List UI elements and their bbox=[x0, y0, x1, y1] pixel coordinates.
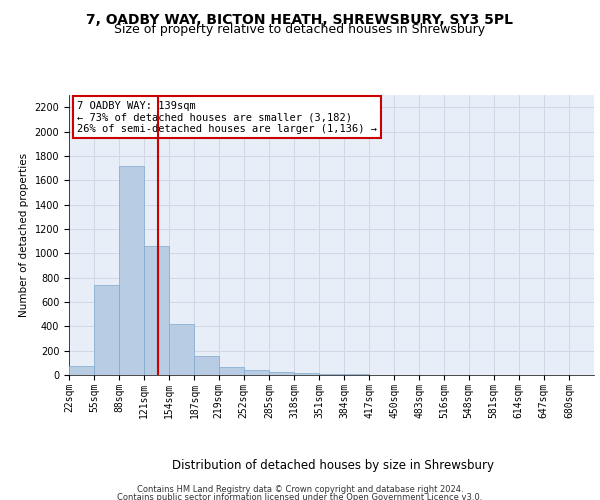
Text: Distribution of detached houses by size in Shrewsbury: Distribution of detached houses by size … bbox=[172, 460, 494, 472]
Bar bbox=[194, 356, 220, 375]
Text: 7, OADBY WAY, BICTON HEATH, SHREWSBURY, SY3 5PL: 7, OADBY WAY, BICTON HEATH, SHREWSBURY, … bbox=[86, 12, 514, 26]
Text: Contains public sector information licensed under the Open Government Licence v3: Contains public sector information licen… bbox=[118, 492, 482, 500]
Text: Contains HM Land Registry data © Crown copyright and database right 2024.: Contains HM Land Registry data © Crown c… bbox=[137, 485, 463, 494]
Y-axis label: Number of detached properties: Number of detached properties bbox=[19, 153, 29, 317]
Bar bbox=[119, 166, 144, 375]
Bar bbox=[218, 367, 244, 375]
Bar bbox=[294, 373, 319, 375]
Text: 7 OADBY WAY: 139sqm
← 73% of detached houses are smaller (3,182)
26% of semi-det: 7 OADBY WAY: 139sqm ← 73% of detached ho… bbox=[77, 100, 377, 134]
Bar bbox=[319, 374, 344, 375]
Bar bbox=[169, 324, 194, 375]
Bar bbox=[244, 370, 269, 375]
Text: Size of property relative to detached houses in Shrewsbury: Size of property relative to detached ho… bbox=[115, 22, 485, 36]
Bar bbox=[94, 285, 119, 375]
Bar bbox=[269, 372, 294, 375]
Bar bbox=[69, 366, 94, 375]
Bar bbox=[344, 374, 369, 375]
Bar bbox=[144, 246, 169, 375]
